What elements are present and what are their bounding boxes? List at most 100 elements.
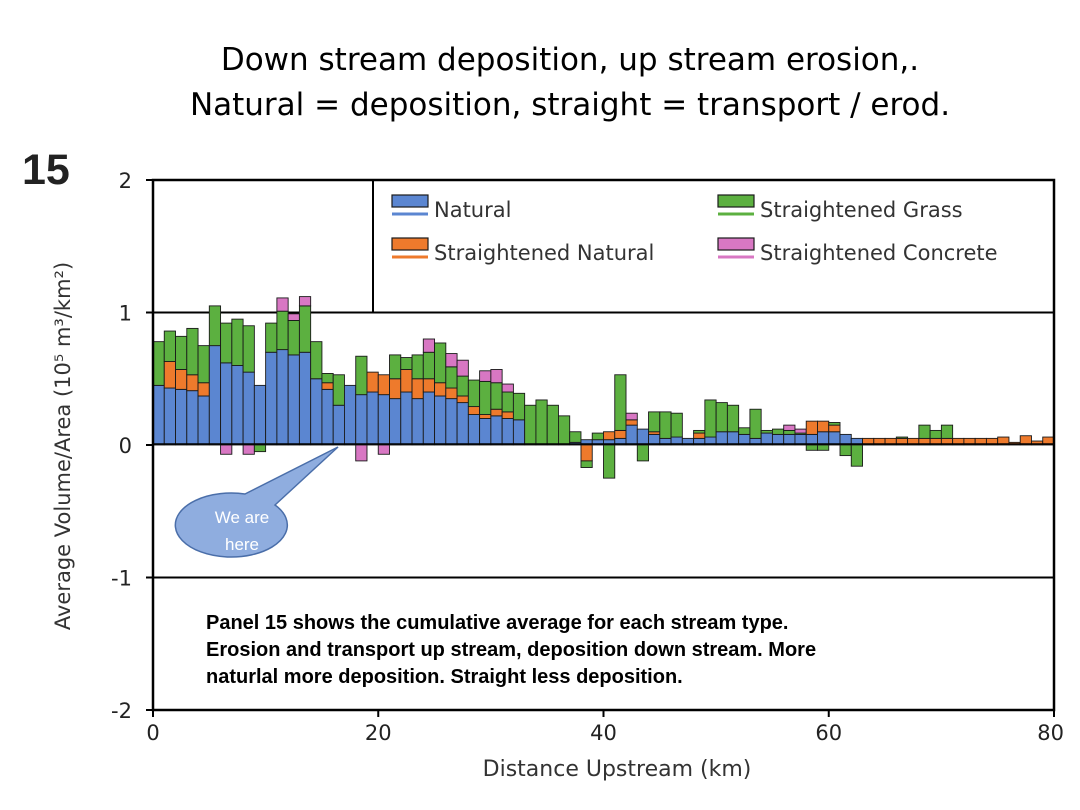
bar-straightened-natural xyxy=(434,382,447,397)
bar-straightened-grass xyxy=(197,345,210,384)
bar-natural xyxy=(220,362,233,446)
bar-natural xyxy=(163,387,176,446)
bar-straightened-concrete xyxy=(298,296,312,307)
bar-straightened-concrete xyxy=(501,383,514,393)
bar-straightened-natural xyxy=(603,431,616,441)
bar-straightened-grass xyxy=(929,429,942,439)
bar-straightened-grass xyxy=(580,460,593,468)
bar-natural xyxy=(726,431,740,446)
bar-straightened-grass xyxy=(760,429,773,434)
bar-natural xyxy=(411,398,424,446)
panel-note: Panel 15 shows the cumulative average fo… xyxy=(206,610,1026,691)
bar-natural xyxy=(231,365,244,446)
bar-straightened-grass xyxy=(175,335,188,370)
bars xyxy=(152,296,1055,479)
bar-natural xyxy=(479,418,492,446)
bar-straightened-grass xyxy=(771,428,785,435)
bar-straightened-natural xyxy=(456,395,469,404)
bar-straightened-concrete xyxy=(287,313,300,321)
bar-natural xyxy=(512,419,526,446)
title-line-1: Down stream deposition, up stream erosio… xyxy=(220,42,920,78)
bar-straightened-grass xyxy=(253,444,267,453)
bar-straightened-concrete xyxy=(220,444,233,455)
bar-straightened-concrete xyxy=(276,297,289,312)
bar-straightened-concrete xyxy=(355,444,368,462)
bar-straightened-natural xyxy=(828,424,841,433)
bar-straightened-grass xyxy=(805,444,818,451)
bar-natural xyxy=(344,384,357,446)
bar-natural xyxy=(501,418,514,446)
bar-straightened-grass xyxy=(434,342,447,384)
bar-straightened-grass xyxy=(738,427,751,435)
bar-straightened-natural xyxy=(175,369,188,390)
bar-straightened-grass xyxy=(422,351,436,380)
bar-straightened-grass xyxy=(726,404,740,433)
x-tick-label: 20 xyxy=(365,721,392,745)
bar-straightened-grass xyxy=(918,424,931,439)
bar-natural xyxy=(321,388,334,446)
bar-straightened-grass xyxy=(693,429,706,434)
bar-straightened-concrete xyxy=(456,359,469,377)
y-axis: -2 -1 0 1 2 xyxy=(111,169,153,723)
legend-swatch xyxy=(391,237,429,251)
bar-straightened-natural xyxy=(467,406,481,415)
bar-straightened-grass xyxy=(276,310,289,351)
y-tick-label: 2 xyxy=(119,169,132,193)
bar-straightened-grass xyxy=(321,373,334,384)
bar-straightened-natural xyxy=(817,420,830,433)
bar-straightened-grass xyxy=(220,322,233,364)
callout-text-line-2: here xyxy=(225,535,259,554)
bar-straightened-concrete xyxy=(422,338,436,353)
legend-label: Straightened Concrete xyxy=(760,241,998,265)
bar-straightened-natural xyxy=(693,432,706,439)
y-axis-label: Average Volume/Area (10⁵ m³/km²) xyxy=(51,262,75,630)
bar-straightened-concrete xyxy=(783,424,796,431)
bar-straightened-natural xyxy=(625,419,638,426)
bar-straightened-natural xyxy=(1019,435,1032,446)
bar-straightened-grass xyxy=(659,411,672,439)
bar-straightened-concrete xyxy=(242,444,255,455)
bar-straightened-grass xyxy=(298,305,312,353)
bar-straightened-grass xyxy=(152,341,165,386)
bar-straightened-natural xyxy=(321,382,334,390)
x-axis-label: Distance Upstream (km) xyxy=(483,757,752,782)
bar-straightened-grass xyxy=(287,320,300,356)
bar-straightened-natural xyxy=(614,429,627,439)
bar-straightened-natural xyxy=(501,411,514,419)
bar-straightened-grass xyxy=(479,380,492,415)
bar-natural xyxy=(389,398,402,446)
legend-label: Natural xyxy=(434,198,511,222)
bar-natural xyxy=(186,390,199,446)
slide-title: Down stream deposition, up stream erosio… xyxy=(0,38,1080,128)
bar-natural xyxy=(456,402,469,446)
bar-natural xyxy=(208,345,222,446)
legend-swatch xyxy=(717,237,755,251)
bar-natural xyxy=(434,395,447,446)
callout-text-line-1: We are xyxy=(215,508,270,527)
y-tick-label: 1 xyxy=(119,302,132,326)
bar-straightened-grass xyxy=(704,399,717,438)
bar-straightened-grass xyxy=(569,431,582,443)
bar-straightened-grass xyxy=(603,444,616,479)
bar-straightened-grass xyxy=(817,444,830,451)
bar-natural xyxy=(197,395,210,446)
legend-swatch xyxy=(391,194,429,208)
bar-straightened-grass xyxy=(355,355,368,396)
x-tick-label: 80 xyxy=(1037,721,1064,745)
bar-natural xyxy=(377,394,390,446)
bar-straightened-grass xyxy=(467,379,481,408)
x-axis: 0 20 40 60 80 xyxy=(146,710,1064,745)
bar-straightened-grass xyxy=(512,392,526,421)
note-line-1: Panel 15 shows the cumulative average fo… xyxy=(206,612,789,634)
bar-natural xyxy=(242,371,255,446)
bar-straightened-grass xyxy=(783,429,796,435)
bar-straightened-grass xyxy=(558,415,571,446)
bar-natural xyxy=(298,351,312,446)
bar-natural xyxy=(636,428,649,446)
bar-straightened-grass xyxy=(546,404,559,446)
bar-straightened-concrete xyxy=(377,444,390,455)
bar-straightened-grass xyxy=(265,322,278,353)
bar-straightened-natural xyxy=(997,436,1010,446)
bar-straightened-natural xyxy=(422,378,436,393)
bar-natural xyxy=(287,354,300,446)
